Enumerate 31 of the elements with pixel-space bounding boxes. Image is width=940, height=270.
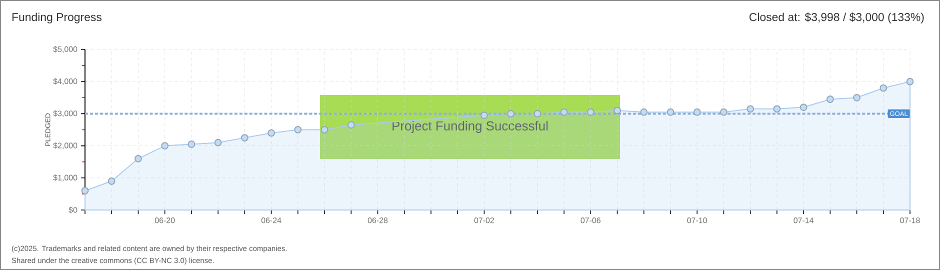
point	[214, 138, 222, 146]
point	[560, 108, 568, 116]
chart-title: Funding Progress	[12, 12, 102, 24]
point	[800, 104, 808, 111]
chart-subtitle: Closed at: $3,998 / $3,000 (133%)	[749, 12, 924, 24]
point	[853, 94, 860, 102]
point	[720, 108, 728, 116]
point	[826, 96, 834, 103]
point	[108, 177, 116, 185]
point	[240, 134, 248, 142]
point	[666, 108, 674, 116]
point	[640, 108, 648, 116]
point	[773, 105, 781, 113]
point	[161, 142, 169, 150]
point	[188, 140, 196, 148]
point	[693, 108, 701, 116]
point	[746, 105, 754, 113]
point	[134, 154, 142, 162]
point	[614, 106, 621, 114]
point	[880, 84, 888, 92]
point	[347, 121, 355, 129]
point	[534, 110, 542, 118]
point	[586, 108, 594, 116]
point	[320, 126, 328, 134]
annotation: Project Funding Successful	[392, 120, 548, 134]
point	[81, 187, 89, 194]
point	[480, 112, 488, 120]
point	[507, 110, 515, 118]
point	[906, 78, 914, 86]
point	[268, 129, 275, 137]
point	[294, 126, 302, 134]
